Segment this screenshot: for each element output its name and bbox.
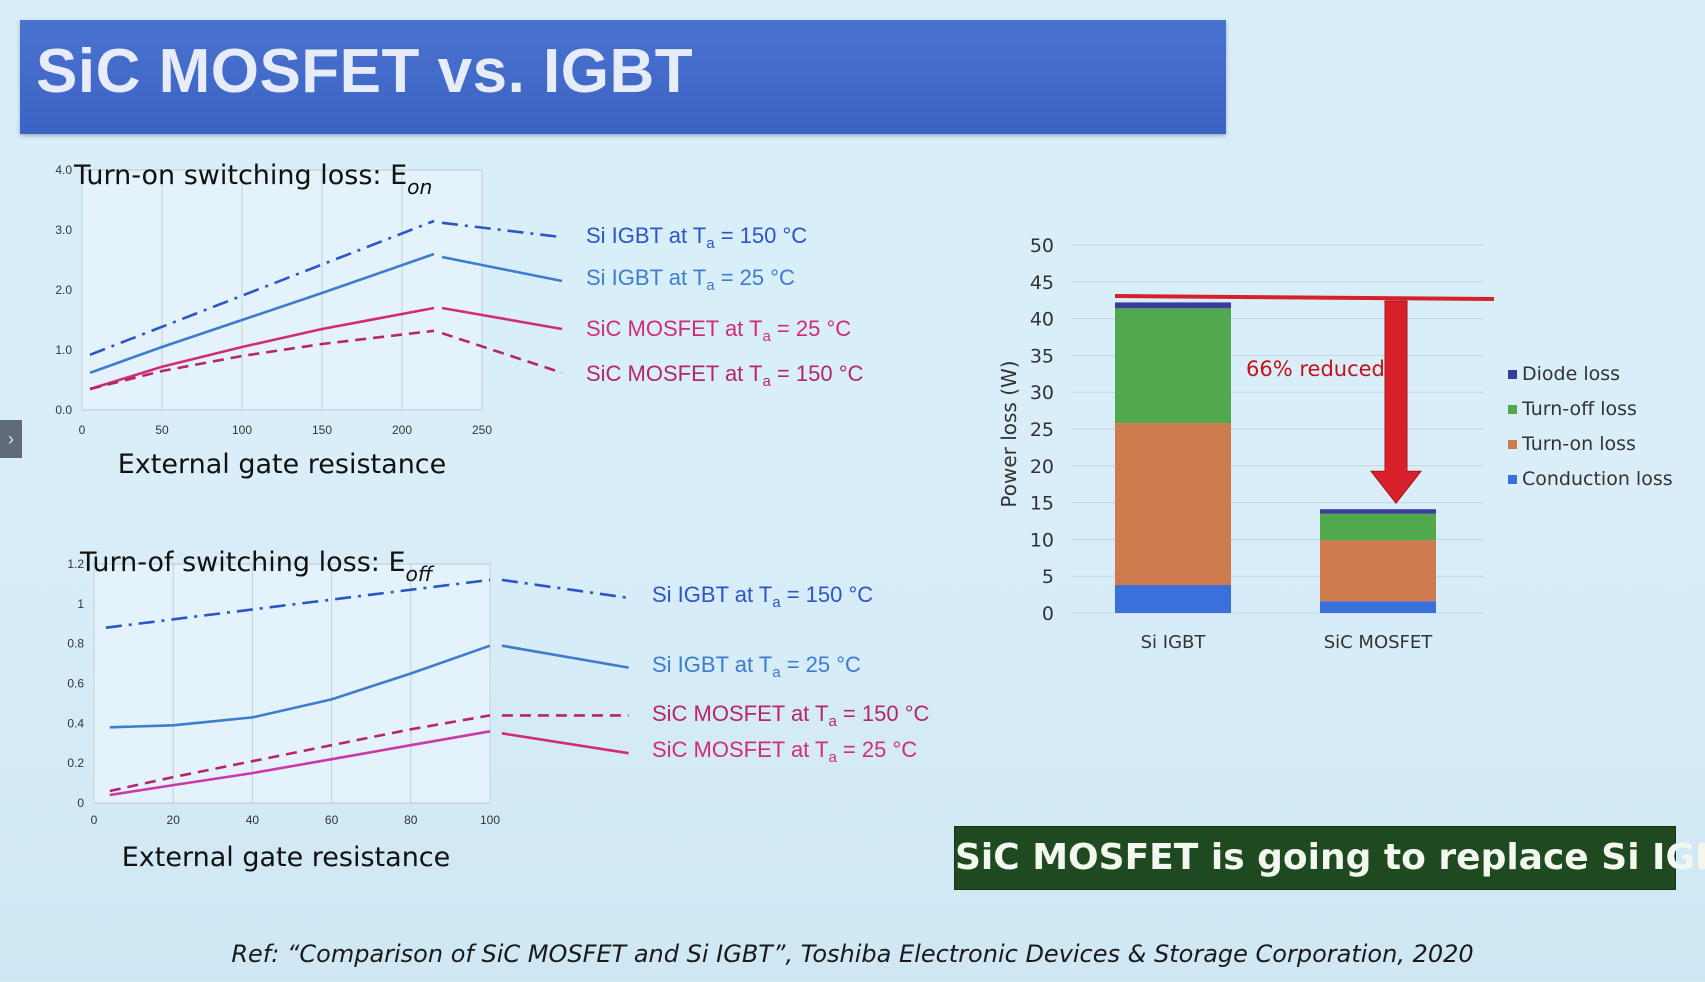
legend-label: Turn-off loss: [1521, 398, 1637, 420]
eoff-series-line: [109, 714, 491, 793]
eon-series-line: [89, 252, 435, 375]
eon-series-leader: [441, 221, 563, 239]
eoff-y-tick-label: 0.4: [67, 716, 84, 730]
eon-x-axis-label: External gate resistance: [118, 449, 447, 480]
legend-label: Conduction loss: [1522, 468, 1673, 490]
eon-series-label: SiC MOSFET at Ta = 150 °C: [586, 361, 863, 390]
eoff-x-tick-label: 100: [480, 813, 500, 827]
legend-swatch: [1508, 440, 1517, 449]
power-loss-bar-segment: [1320, 513, 1436, 541]
power-loss-y-tick-label: 10: [1030, 529, 1054, 551]
title-bar: SiC MOSFET vs. IGBT: [20, 20, 1226, 134]
eon-y-tick-label: 4.0: [55, 163, 72, 177]
eoff-series-label: SiC MOSFET at Ta = 150 °C: [652, 701, 929, 730]
legend-swatch: [1508, 405, 1517, 414]
eoff-series-leader: [501, 644, 629, 669]
eon-y-tick-label: 2.0: [55, 283, 72, 297]
eoff-x-tick-label: 60: [325, 813, 339, 827]
eoff-series-line: [105, 578, 491, 629]
power-loss-y-tick-label: 40: [1030, 309, 1054, 331]
power-loss-y-tick-label: 25: [1030, 419, 1054, 441]
power-loss-y-tick-label: 50: [1030, 235, 1054, 257]
eoff-y-tick-label: 0: [77, 796, 84, 810]
eon-series-leader: [441, 255, 563, 283]
power-loss-reference-line: [1114, 293, 1495, 301]
eon-x-tick-label: 50: [155, 423, 169, 437]
chevron-right-icon: ›: [8, 429, 14, 449]
eoff-series-leader: [501, 732, 629, 755]
eoff-y-tick-label: 1.2: [67, 557, 84, 571]
power-loss-category-label: Si IGBT: [1141, 632, 1207, 653]
eoff-series-label: SiC MOSFET at Ta = 25 °C: [652, 737, 917, 766]
legend-label: Diode loss: [1522, 363, 1620, 385]
eon-y-tick-label: 3.0: [55, 223, 72, 237]
legend-swatch: [1508, 475, 1517, 484]
power-loss-bar-segment: [1115, 302, 1231, 309]
power-loss-bar-segment: [1320, 509, 1436, 514]
power-loss-category-label: SiC MOSFET: [1324, 632, 1434, 653]
power-loss-y-tick-label: 35: [1030, 345, 1054, 367]
eoff-series-leader: [501, 578, 629, 600]
power-loss-y-tick-label: 20: [1030, 456, 1054, 478]
eon-series-label: SiC MOSFET at Ta = 25 °C: [586, 316, 851, 345]
eoff-x-tick-label: 80: [404, 813, 418, 827]
power-loss-bar-segment: [1320, 601, 1436, 613]
reduction-annotation: 66% reduced: [1246, 357, 1385, 381]
eoff-y-tick-label: 1: [77, 597, 84, 611]
eon-series-line: [89, 219, 435, 357]
eon-series-leader: [441, 306, 563, 331]
power-loss-y-tick-label: 0: [1042, 603, 1054, 625]
eoff-plot-area: [93, 563, 491, 804]
power-loss-y-tick-label: 5: [1042, 566, 1054, 588]
eon-series-label: Si IGBT at Ta = 150 °C: [586, 223, 807, 252]
power-loss-y-tick-label: 15: [1030, 493, 1054, 515]
eon-series-label: Si IGBT at Ta = 25 °C: [586, 265, 795, 294]
power-loss-bar-segment: [1115, 423, 1231, 586]
power-loss-y-axis-label: Power loss (W): [997, 360, 1021, 507]
eoff-series-label: Si IGBT at Ta = 25 °C: [652, 652, 861, 681]
eoff-x-axis-label: External gate resistance: [122, 842, 451, 873]
eoff-series-line: [109, 730, 491, 797]
conclusion-callout: SiC MOSFET is going to replace Si IGBT: [954, 826, 1705, 890]
eoff-x-tick-label: 20: [167, 813, 181, 827]
power-loss-y-tick-label: 45: [1030, 272, 1054, 294]
eon-x-tick-label: 0: [79, 423, 86, 437]
reduction-arrow: [1369, 300, 1423, 505]
side-panel-toggle[interactable]: ›: [0, 420, 22, 458]
eoff-y-tick-label: 0.2: [67, 756, 84, 770]
power-loss-bar-segment: [1115, 308, 1231, 424]
eon-y-tick-label: 1.0: [55, 343, 72, 357]
eon-series-line: [89, 306, 435, 391]
eoff-x-tick-label: 0: [91, 813, 98, 827]
power-loss-chart: 0 5 10 15 20 25 30 35 40 45 50 Power loss (W) Si IGB…: [997, 235, 1673, 653]
legend-label: Turn-on loss: [1521, 433, 1636, 455]
eon-series-line: [89, 329, 435, 391]
eon-y-tick-label: 0.0: [55, 403, 72, 417]
page-title: SiC MOSFET vs. IGBT: [36, 37, 694, 106]
eoff-series-line: [109, 644, 491, 729]
power-loss-y-tick-label: 30: [1030, 382, 1054, 404]
eon-x-tick-label: 150: [312, 423, 332, 437]
eoff-series-label: Si IGBT at Ta = 150 °C: [652, 582, 873, 611]
eon-series-leader: [441, 331, 563, 375]
power-loss-bar-segment: [1115, 585, 1231, 613]
eon-x-tick-label: 100: [232, 423, 252, 437]
eoff-y-tick-label: 0.6: [67, 677, 84, 691]
eoff-y-tick-label: 0.8: [67, 637, 84, 651]
reference-citation: Ref: “Comparison of SiC MOSFET and Si IG…: [231, 940, 1474, 968]
eon-x-tick-label: 200: [392, 423, 412, 437]
eon-x-tick-label: 250: [472, 423, 492, 437]
eoff-x-tick-label: 40: [246, 813, 260, 827]
legend-swatch: [1508, 370, 1517, 379]
power-loss-bar-segment: [1320, 540, 1436, 602]
